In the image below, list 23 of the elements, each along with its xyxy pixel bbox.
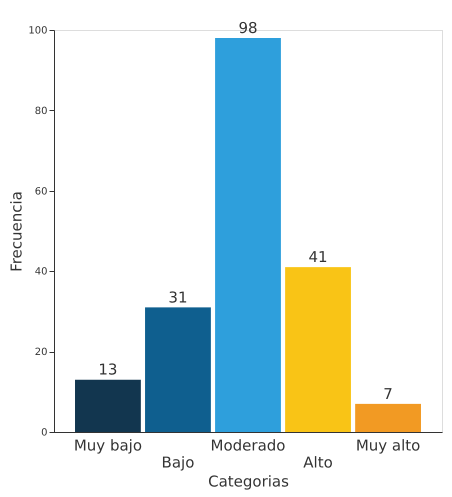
y-tick-label: 0 — [41, 428, 48, 438]
bar — [145, 307, 211, 432]
data-label: 41 — [308, 248, 328, 266]
x-axis-title: Categorias — [208, 472, 290, 490]
data-label: 7 — [383, 384, 393, 403]
bar — [285, 267, 351, 432]
y-tick-label: 40 — [34, 266, 48, 278]
data-label: 98 — [238, 19, 258, 38]
bar — [355, 404, 421, 432]
x-tick-label: Bajo — [162, 454, 194, 472]
x-tick-label: Alto — [303, 454, 333, 472]
data-label: 31 — [168, 288, 188, 306]
data-label: 13 — [98, 360, 118, 379]
y-tick-label: 20 — [34, 347, 48, 358]
x-tick-label: Moderado — [210, 436, 286, 454]
y-axis-title: Frecuencia — [7, 191, 26, 272]
y-tick-label: 100 — [28, 26, 48, 36]
y-tick-label: 80 — [34, 106, 48, 117]
y-tick-label: 60 — [34, 186, 48, 198]
x-tick-label: Muy alto — [356, 436, 420, 454]
x-tick-label: Muy bajo — [74, 436, 142, 454]
bar — [215, 38, 281, 432]
bar — [75, 380, 141, 432]
